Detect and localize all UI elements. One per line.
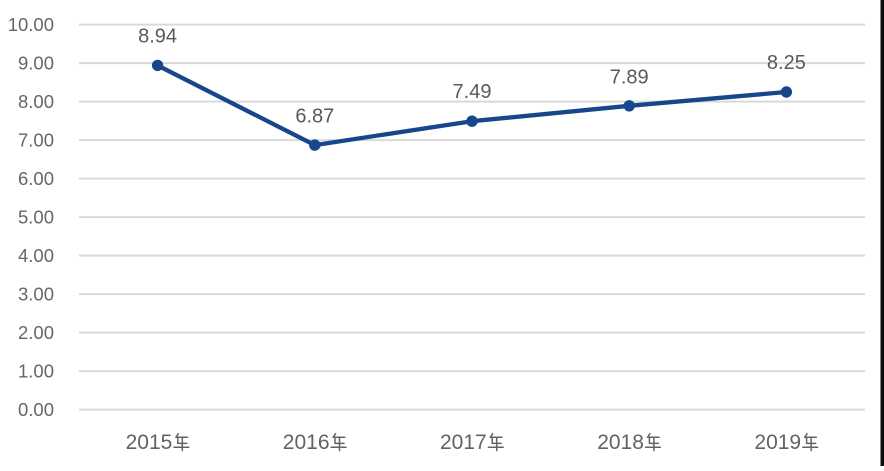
svg-text:8.00: 8.00 xyxy=(18,91,54,112)
svg-text:2018: 2018 xyxy=(597,431,644,454)
svg-text:4.00: 4.00 xyxy=(18,245,54,266)
svg-text:1.00: 1.00 xyxy=(18,361,54,382)
svg-text:8.25: 8.25 xyxy=(767,52,806,74)
svg-text:2019: 2019 xyxy=(754,431,801,454)
svg-text:10.00: 10.00 xyxy=(8,14,54,35)
svg-text:7.49: 7.49 xyxy=(453,81,492,103)
svg-text:2016: 2016 xyxy=(283,431,330,454)
svg-text:2017: 2017 xyxy=(440,431,487,454)
svg-text:9.00: 9.00 xyxy=(18,53,54,74)
svg-text:0.00: 0.00 xyxy=(18,399,54,420)
svg-text:8.94: 8.94 xyxy=(138,26,177,48)
svg-text:3.00: 3.00 xyxy=(18,284,54,305)
svg-text:6.87: 6.87 xyxy=(295,105,334,127)
svg-text:2.00: 2.00 xyxy=(18,322,54,343)
svg-text:2015: 2015 xyxy=(126,431,173,454)
svg-text:5.00: 5.00 xyxy=(18,207,54,228)
svg-text:7.00: 7.00 xyxy=(18,130,54,151)
svg-text:7.89: 7.89 xyxy=(610,67,649,89)
svg-text:6.00: 6.00 xyxy=(18,168,54,189)
